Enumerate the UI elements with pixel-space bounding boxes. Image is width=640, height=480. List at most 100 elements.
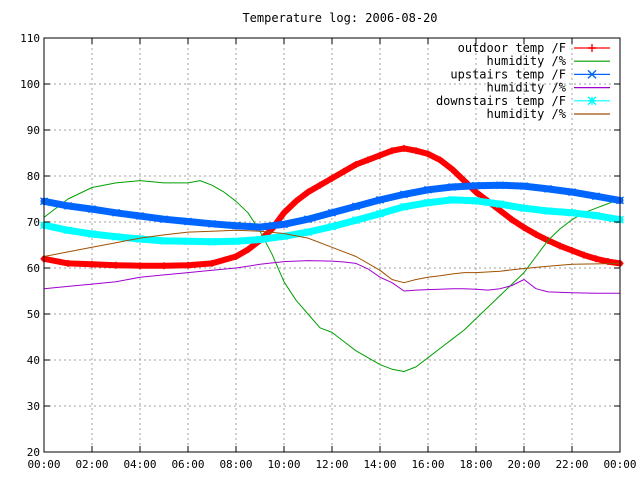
series-marker	[587, 96, 597, 106]
x-tick-label: 22:00	[555, 458, 588, 471]
series-marker	[388, 147, 396, 155]
series-marker	[64, 201, 72, 210]
series-marker	[232, 221, 240, 230]
series-line	[43, 180, 621, 372]
y-tick-label: 50	[27, 308, 40, 321]
y-tick-label: 80	[27, 170, 40, 183]
series-marker	[364, 156, 372, 164]
series-5	[40, 195, 624, 246]
series-marker	[136, 212, 144, 221]
x-tick-label: 14:00	[363, 458, 396, 471]
legend-label: downstairs temp /F	[436, 94, 566, 108]
series-marker	[352, 161, 360, 168]
x-tick-label: 00:00	[27, 458, 60, 471]
series-marker	[208, 219, 216, 228]
series-marker	[400, 190, 408, 199]
series-marker	[232, 237, 240, 246]
series-marker	[112, 232, 120, 241]
series-marker	[472, 181, 480, 190]
plot-series	[40, 144, 624, 372]
series-marker	[256, 223, 264, 232]
series-marker	[340, 167, 348, 175]
series-marker	[352, 216, 360, 225]
x-tick-label: 00:00	[603, 458, 636, 471]
series-marker	[352, 202, 360, 211]
series-marker	[112, 208, 120, 217]
y-tick-label: 30	[27, 400, 40, 413]
y-tick-label: 40	[27, 354, 40, 367]
series-marker	[208, 237, 216, 246]
series-marker	[400, 202, 408, 211]
x-tick-label: 12:00	[315, 458, 348, 471]
y-tick-label: 100	[20, 78, 40, 91]
series-marker	[472, 188, 480, 196]
y-tick-label: 90	[27, 124, 40, 137]
series-marker	[328, 208, 336, 217]
series-marker	[316, 181, 324, 189]
series-marker	[436, 156, 444, 164]
x-tick-label: 04:00	[123, 458, 156, 471]
series-marker	[112, 261, 120, 269]
series-marker	[328, 222, 336, 231]
series-marker	[520, 182, 528, 191]
series-marker	[448, 195, 456, 204]
x-tick-label: 02:00	[75, 458, 108, 471]
series-marker	[520, 204, 528, 213]
series-marker	[448, 165, 456, 173]
series-marker	[448, 183, 456, 192]
series-marker	[292, 197, 300, 205]
series-marker	[64, 226, 72, 235]
series-marker	[232, 253, 240, 260]
series-marker	[520, 224, 528, 232]
x-tick-label: 16:00	[411, 458, 444, 471]
x-tick-label: 20:00	[507, 458, 540, 471]
series-4	[43, 260, 621, 294]
series-marker	[568, 188, 576, 197]
series-marker	[376, 151, 384, 159]
chart-title: Temperature log: 2006-08-20	[242, 11, 437, 25]
series-line	[43, 260, 621, 294]
x-tick-label: 10:00	[267, 458, 300, 471]
series-marker	[424, 150, 432, 158]
series-marker	[424, 198, 432, 207]
series-marker	[532, 230, 540, 238]
series-1	[40, 144, 624, 270]
legend-label: outdoor temp /F	[458, 41, 566, 55]
series-marker	[544, 184, 552, 193]
series-marker	[592, 192, 600, 201]
series-marker	[376, 209, 384, 218]
legend-label: humidity /%	[487, 54, 567, 68]
series-marker	[88, 229, 96, 238]
series-3	[40, 181, 624, 232]
series-marker	[508, 216, 516, 224]
series-marker	[160, 262, 168, 270]
series-marker	[280, 209, 288, 217]
series-marker	[592, 255, 600, 263]
series-marker	[544, 206, 552, 215]
x-tick-label: 06:00	[171, 458, 204, 471]
x-tick-label: 18:00	[459, 458, 492, 471]
series-marker	[496, 200, 504, 209]
series-6	[43, 229, 621, 284]
series-marker	[556, 242, 564, 250]
series-marker	[280, 232, 288, 241]
series-marker	[412, 147, 420, 155]
series-marker	[568, 247, 576, 255]
y-tick-label: 60	[27, 262, 40, 275]
series-marker	[592, 211, 600, 220]
series-marker	[304, 228, 312, 237]
series-marker	[160, 215, 168, 224]
series-marker	[472, 196, 480, 205]
series-marker	[587, 69, 597, 79]
series-marker	[64, 259, 72, 267]
y-tick-label: 110	[20, 32, 40, 45]
series-marker	[580, 251, 588, 259]
series-marker	[184, 237, 192, 246]
y-tick-label: 70	[27, 216, 40, 229]
series-marker	[568, 208, 576, 217]
series-marker	[496, 181, 504, 190]
y-tick-label: 20	[27, 446, 40, 459]
legend-label: upstairs temp /F	[450, 67, 566, 81]
